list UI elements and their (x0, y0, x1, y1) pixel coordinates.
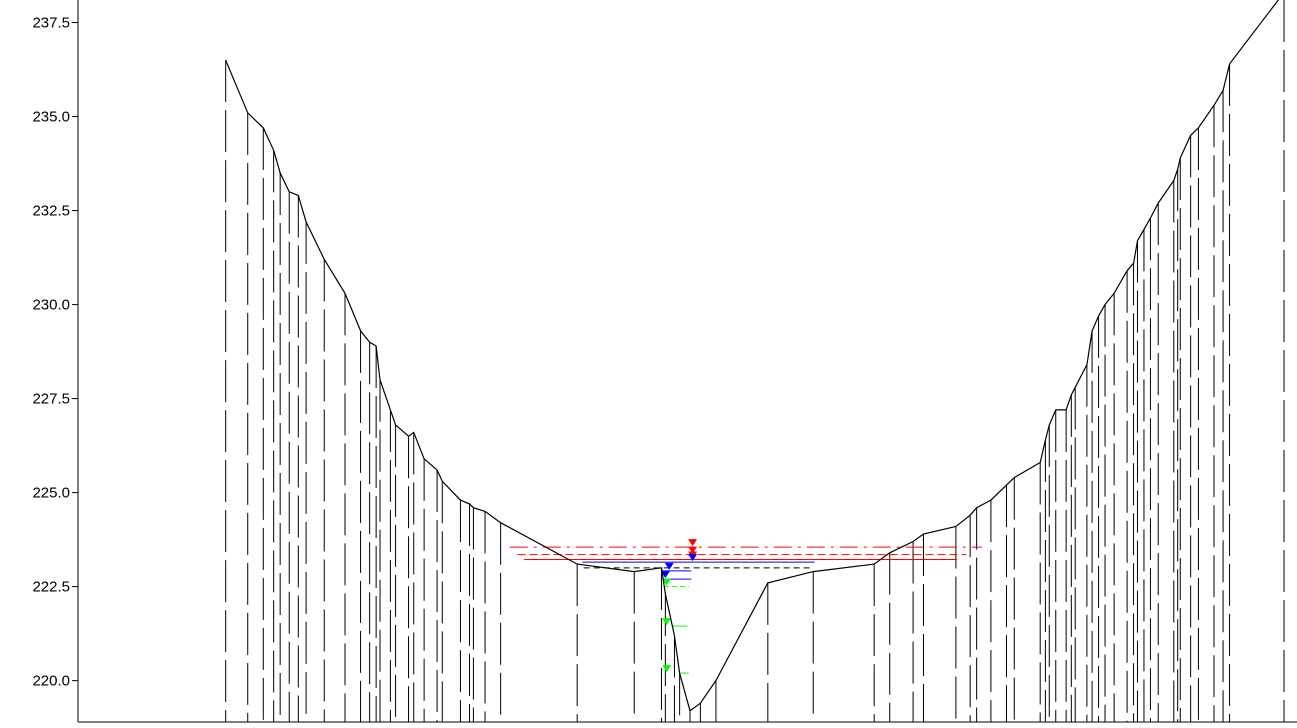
y-tick-label: 220.0 (32, 673, 70, 690)
y-tick-label: 227.5 (32, 391, 70, 408)
water-level-marker (660, 571, 670, 579)
water-level-marker (662, 665, 672, 673)
water-level-marker (688, 554, 698, 562)
water-levels (509, 539, 982, 674)
ground-profile-line (225, 0, 1280, 712)
y-tick-label: 222.5 (32, 579, 70, 596)
y-tick-label: 232.5 (32, 203, 70, 220)
water-level-marker (664, 562, 674, 570)
y-tick-label: 230.0 (32, 297, 70, 314)
station-lines (225, 0, 1285, 722)
terrain-profile (225, 0, 1280, 712)
water-level-marker (688, 546, 698, 554)
water-level-marker (688, 539, 698, 547)
y-tick-label: 225.0 (32, 485, 70, 502)
water-level-marker (662, 578, 672, 586)
y-axis: 220.0 222.5 225.0 227.5 230.0 232.5 235.0 237.5 (32, 0, 1297, 723)
y-tick-label: 237.5 (32, 15, 70, 32)
y-tick-label: 235.0 (32, 109, 70, 126)
water-level-marker (662, 618, 672, 626)
